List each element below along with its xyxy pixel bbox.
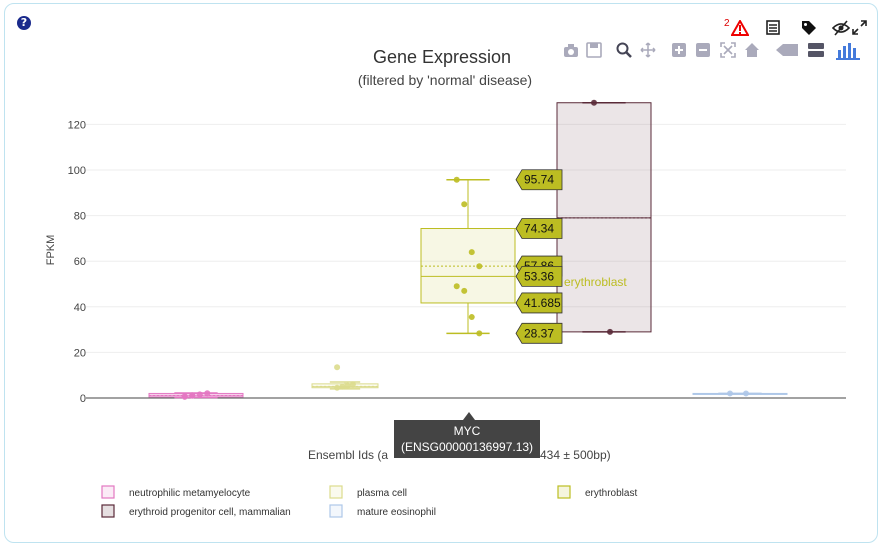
camera-icon[interactable]: [563, 42, 579, 58]
y-tick-label: 100: [68, 165, 86, 177]
stat-label-box: [515, 292, 563, 314]
legend-swatch[interactable]: [101, 504, 115, 518]
box-iqr[interactable]: [420, 228, 516, 304]
data-point[interactable]: [461, 201, 468, 208]
table-icon[interactable]: [766, 20, 780, 35]
data-point[interactable]: [591, 99, 597, 106]
data-point[interactable]: [468, 249, 475, 256]
stat-label-box: [515, 169, 563, 191]
chart-subtitle: (filtered by 'normal' disease): [358, 72, 532, 88]
legend-label: mature eosinophil: [357, 507, 436, 518]
pan-icon[interactable]: [640, 42, 656, 58]
legend-item[interactable]: mature eosinophil: [329, 504, 436, 518]
data-point[interactable]: [334, 384, 341, 391]
legend-label: plasma cell: [357, 488, 407, 499]
stat-label-value: 95.74: [524, 173, 554, 187]
stat-label: 28.37: [515, 322, 563, 344]
x-axis-label-suffix: 434 ± 500bp): [540, 448, 611, 462]
box-erythroid-progenitor-cell-mammalian[interactable]: [556, 99, 652, 335]
autoscale-icon[interactable]: [720, 42, 736, 58]
box-plots[interactable]: [148, 99, 788, 400]
legend-swatch[interactable]: [329, 485, 343, 499]
spike-lines-icon[interactable]: [774, 42, 800, 58]
zoom-in-icon[interactable]: [671, 42, 687, 58]
compare-hover-icon[interactable]: [806, 42, 826, 58]
data-point[interactable]: [468, 314, 475, 321]
legend: neutrophilic metamyelocyte plasma cell ery…: [101, 485, 637, 518]
stat-label: 95.74: [515, 169, 563, 191]
legend-item[interactable]: neutrophilic metamyelocyte: [101, 485, 251, 499]
legend-item[interactable]: erythroblast: [557, 485, 637, 499]
warning-icon[interactable]: [731, 20, 749, 36]
data-point[interactable]: [349, 381, 356, 388]
help-icon[interactable]: ?: [17, 16, 31, 30]
y-tick-label: 60: [74, 256, 86, 268]
data-point[interactable]: [453, 176, 460, 183]
y-tick-label: 20: [74, 347, 86, 359]
fullscreen-icon[interactable]: [852, 20, 867, 35]
stat-label-value: 41.685: [524, 296, 561, 310]
x-axis-label: Ensembl Ids (a: [308, 448, 388, 462]
y-axis-label: FPKM: [45, 235, 57, 266]
stat-label-value: 74.34: [524, 222, 554, 236]
data-point[interactable]: [181, 393, 188, 400]
box-erythroblast[interactable]: [420, 176, 516, 337]
data-point[interactable]: [339, 383, 346, 390]
data-point[interactable]: [344, 382, 351, 389]
data-point[interactable]: [743, 390, 749, 397]
tooltip-gene-name: MYC: [454, 424, 481, 438]
plotly-logo-icon[interactable]: [836, 42, 862, 60]
y-tick-label: 80: [74, 211, 86, 223]
box-mature-eosinophil[interactable]: [692, 390, 788, 397]
tag-icon[interactable]: [801, 20, 817, 36]
data-point[interactable]: [334, 364, 341, 371]
box-neutrophilic-metamyelocyte[interactable]: [148, 390, 244, 400]
data-point[interactable]: [204, 390, 211, 397]
legend-item[interactable]: erythroid progenitor cell, mammalian: [101, 504, 291, 518]
y-tick-label: 0: [80, 393, 86, 405]
home-icon[interactable]: [744, 42, 760, 58]
legend-label: erythroid progenitor cell, mammalian: [129, 507, 291, 518]
y-axis-ticks: 0 20 40 60 80 100 120: [68, 119, 86, 405]
stat-label: 74.34: [515, 218, 563, 239]
stat-label-value: 28.37: [524, 326, 554, 340]
box-plasma-cell[interactable]: [311, 364, 379, 391]
warnings-count: 2: [724, 18, 730, 29]
hide-eye-icon[interactable]: [832, 20, 850, 36]
legend-item[interactable]: plasma cell: [329, 485, 407, 499]
stat-label: 41.685: [515, 292, 563, 314]
zoom-out-icon[interactable]: [695, 42, 711, 58]
zoom-icon[interactable]: [616, 42, 632, 58]
stat-label-box: [515, 322, 563, 344]
hover-series-name: erythroblast: [564, 275, 627, 289]
grid-lines: [86, 123, 846, 353]
data-point[interactable]: [476, 263, 483, 270]
legend-swatch[interactable]: [101, 485, 115, 499]
save-icon[interactable]: [586, 42, 602, 58]
stat-label-box: [515, 265, 563, 287]
y-tick-label: 40: [74, 302, 86, 314]
data-point[interactable]: [189, 392, 196, 399]
legend-label: neutrophilic metamyelocyte: [129, 488, 251, 499]
data-point[interactable]: [453, 283, 460, 290]
stat-label-value: 53.36: [524, 269, 554, 283]
data-point[interactable]: [196, 391, 203, 398]
gene-tooltip: MYC (ENSG00000136997.13): [394, 412, 540, 458]
chart-title: Gene Expression: [373, 47, 511, 67]
legend-label: erythroblast: [585, 488, 637, 499]
y-tick-label: 120: [68, 119, 86, 131]
box-iqr[interactable]: [556, 102, 652, 333]
tooltip-gene-id: (ENSG00000136997.13): [401, 440, 533, 454]
stat-label: 53.36: [515, 265, 563, 287]
data-point[interactable]: [607, 328, 613, 335]
legend-swatch[interactable]: [329, 504, 343, 518]
legend-swatch[interactable]: [557, 485, 571, 499]
data-point[interactable]: [476, 330, 483, 337]
data-point[interactable]: [461, 287, 468, 294]
data-point[interactable]: [727, 390, 733, 397]
stat-label-box: [515, 218, 563, 239]
